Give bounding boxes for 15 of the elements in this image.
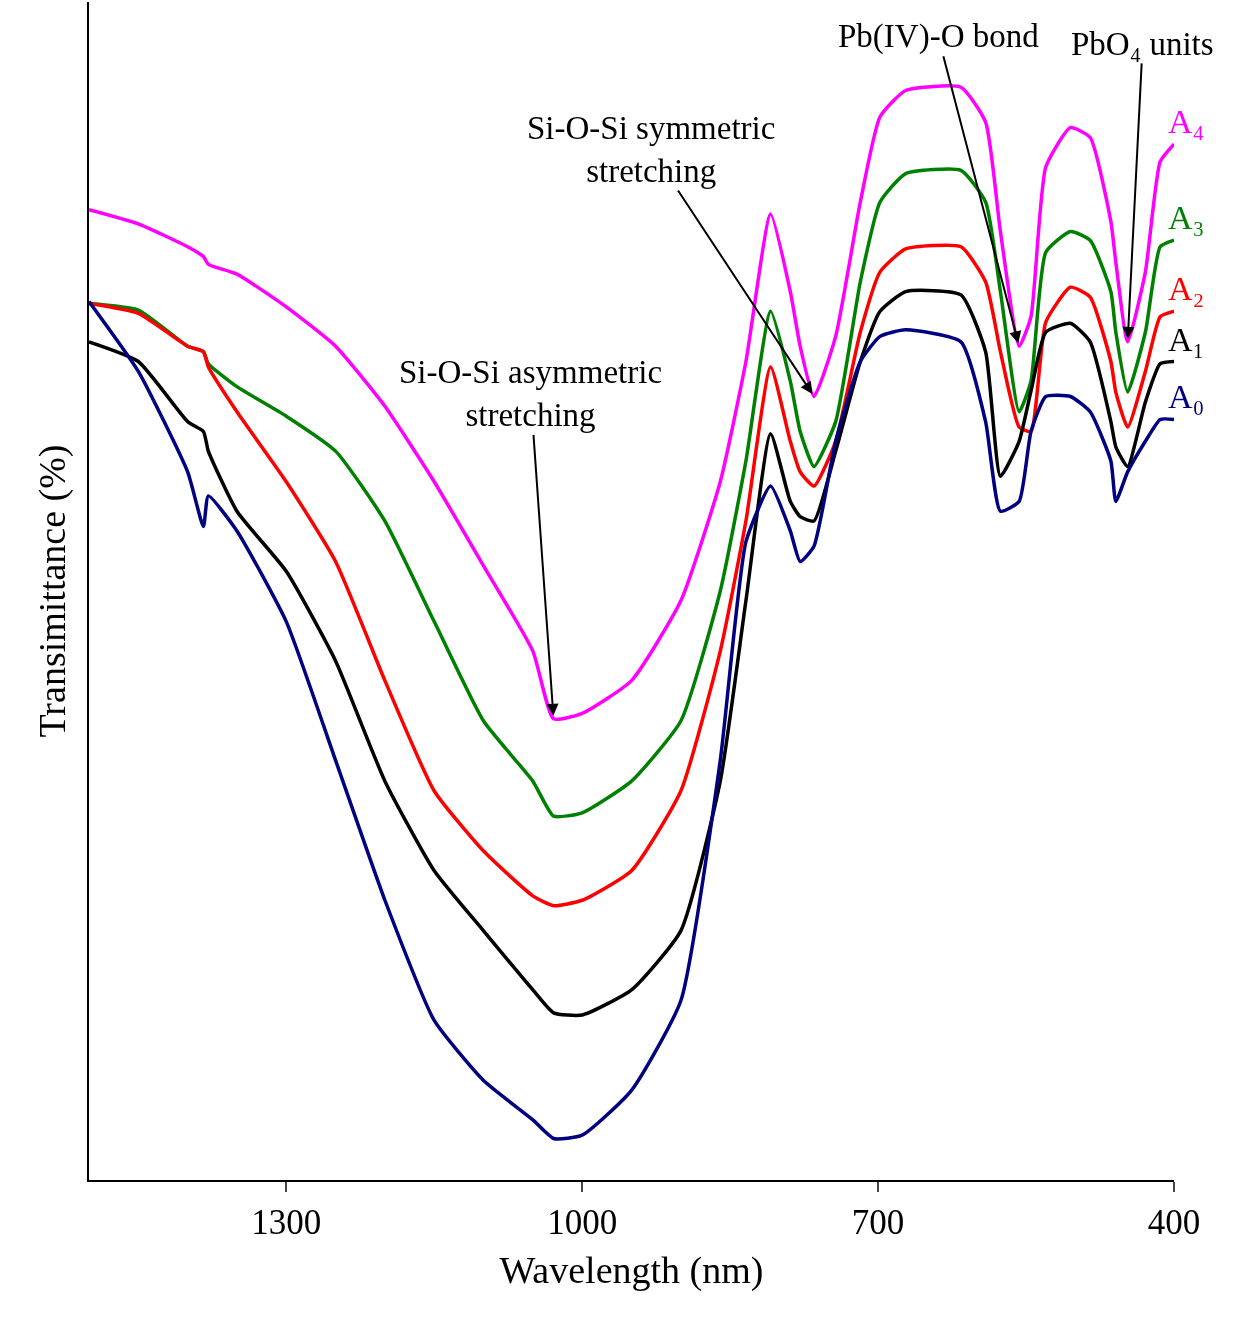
annotation: PbO₄ units <box>1071 26 1214 62</box>
x-axis-title: Wavelength (nm) <box>499 1248 764 1292</box>
legend-label: A₁ <box>1168 321 1205 358</box>
series-label: A₃ <box>1168 199 1205 236</box>
series-label: A₂ <box>1168 270 1205 307</box>
x-tick-label: 1000 <box>547 1203 618 1242</box>
x-tick-label: 1300 <box>251 1203 322 1242</box>
series-label: A₀ <box>1168 378 1205 415</box>
annotation: Si-O-Si asymmetric stretching <box>399 354 663 433</box>
x-tick-label: 400 <box>1147 1203 1201 1242</box>
series-label: A₄ <box>1168 103 1205 140</box>
x-tick-label: 700 <box>851 1203 905 1242</box>
annotation: Pb(IV)-O bond <box>838 18 1040 55</box>
y-axis-title: Transimittance (%) <box>30 444 74 738</box>
annotation: Si-O-Si symmetric stretching <box>527 110 776 189</box>
